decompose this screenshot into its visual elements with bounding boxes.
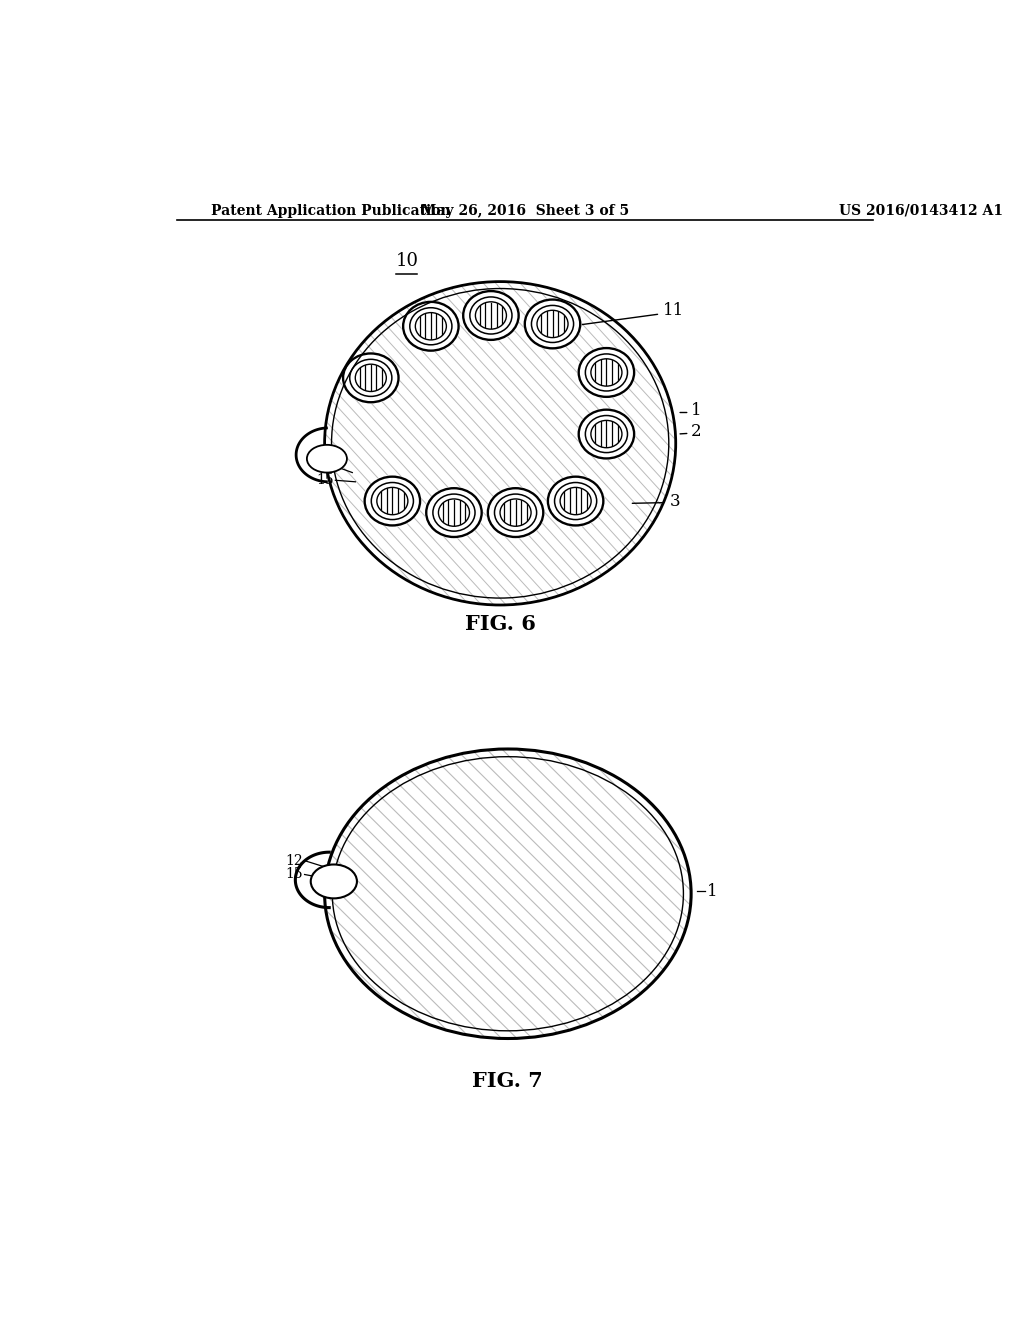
Ellipse shape: [470, 297, 512, 334]
Ellipse shape: [310, 865, 357, 899]
Text: Patent Application Publication: Patent Application Publication: [211, 203, 451, 218]
Ellipse shape: [475, 302, 507, 329]
Text: 12: 12: [286, 854, 303, 867]
Ellipse shape: [325, 281, 676, 605]
Ellipse shape: [425, 487, 483, 539]
Ellipse shape: [416, 313, 446, 341]
Ellipse shape: [560, 487, 591, 515]
Ellipse shape: [462, 289, 520, 342]
Ellipse shape: [364, 475, 422, 527]
Ellipse shape: [433, 494, 475, 531]
Ellipse shape: [377, 487, 408, 515]
Text: 12: 12: [316, 459, 334, 474]
Text: 3: 3: [670, 492, 680, 510]
Ellipse shape: [586, 416, 628, 453]
Text: 1: 1: [691, 403, 701, 420]
Ellipse shape: [547, 475, 605, 527]
Text: FIG. 6: FIG. 6: [465, 614, 536, 634]
Text: 11: 11: [664, 302, 685, 319]
Ellipse shape: [586, 354, 628, 391]
Ellipse shape: [591, 420, 622, 447]
Ellipse shape: [355, 364, 386, 392]
Ellipse shape: [410, 308, 452, 345]
Text: 15: 15: [286, 867, 303, 882]
Ellipse shape: [325, 748, 691, 1039]
Ellipse shape: [523, 298, 582, 350]
Ellipse shape: [578, 347, 636, 399]
Ellipse shape: [401, 301, 460, 352]
Ellipse shape: [578, 408, 636, 459]
Ellipse shape: [350, 359, 392, 396]
Ellipse shape: [486, 487, 545, 539]
Ellipse shape: [500, 499, 531, 527]
Text: 1: 1: [707, 883, 717, 900]
Ellipse shape: [555, 483, 597, 520]
Text: US 2016/0143412 A1: US 2016/0143412 A1: [839, 203, 1002, 218]
Ellipse shape: [495, 494, 537, 531]
Text: May 26, 2016  Sheet 3 of 5: May 26, 2016 Sheet 3 of 5: [421, 203, 629, 218]
Text: 2: 2: [691, 424, 701, 441]
Ellipse shape: [307, 445, 347, 473]
Ellipse shape: [372, 483, 414, 520]
Ellipse shape: [438, 499, 469, 527]
Text: 10: 10: [396, 252, 419, 271]
Ellipse shape: [537, 310, 568, 338]
Ellipse shape: [591, 359, 622, 387]
Ellipse shape: [342, 352, 400, 404]
Text: FIG. 7: FIG. 7: [472, 1071, 544, 1090]
Text: 15: 15: [316, 474, 334, 487]
Ellipse shape: [531, 305, 573, 342]
